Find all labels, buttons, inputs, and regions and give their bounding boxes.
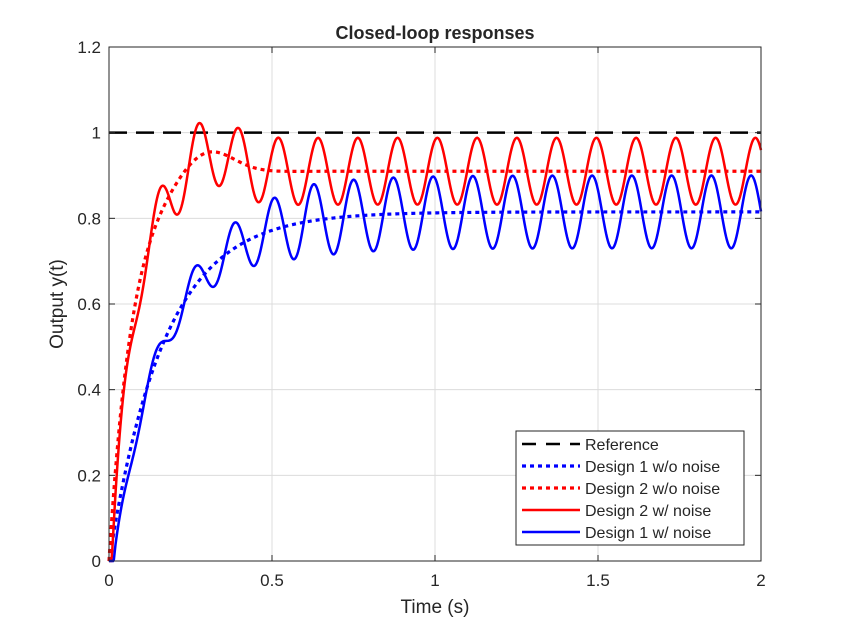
chart-title: Closed-loop responses — [335, 23, 534, 43]
x-tick-label: 1 — [430, 571, 439, 590]
series-line-design-2-w-noise — [109, 121, 763, 563]
x-tick-label: 0.5 — [260, 571, 284, 590]
legend: Reference Design 1 w/o noise Design 2 w/o … — [515, 430, 745, 546]
x-tick-label: 1.5 — [586, 571, 610, 590]
y-tick-label: 0 — [92, 552, 101, 571]
ticks: 0 0.5 1 1.5 2 0 0.2 0.4 0.6 0.8 1 1.2 — [77, 38, 765, 590]
x-axis-label: Time (s) — [401, 597, 470, 618]
y-tick-label: 0.6 — [77, 295, 101, 314]
y-tick-label: 0.4 — [77, 381, 101, 400]
y-tick-label: 0.2 — [77, 466, 101, 485]
series-line-design-2-w-o-noise — [107, 150, 761, 562]
legend-label: Design 2 w/ noise — [585, 503, 711, 520]
legend-label: Design 1 w/ noise — [585, 525, 711, 542]
y-tick-label: 0.8 — [77, 209, 101, 228]
y-axis-label: Output y(t) — [47, 259, 68, 349]
x-tick-label: 0 — [104, 571, 113, 590]
legend-label: Reference — [585, 437, 659, 454]
x-tick-label: 2 — [756, 571, 765, 590]
legend-label: Design 1 w/o noise — [585, 459, 720, 476]
y-tick-label: 1.2 — [77, 38, 101, 57]
series-lines — [107, 121, 763, 563]
series-line-design-1-w-o-noise — [107, 210, 761, 562]
y-tick-label: 1 — [92, 124, 101, 143]
legend-label: Design 2 w/o noise — [585, 481, 720, 498]
series-line-design-1-w-noise — [109, 174, 763, 563]
